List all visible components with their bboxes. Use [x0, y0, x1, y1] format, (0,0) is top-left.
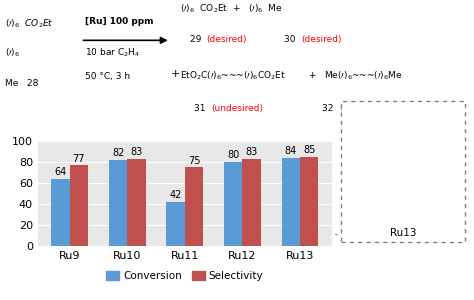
- Text: 50 °C, 3 h: 50 °C, 3 h: [85, 72, 130, 81]
- Text: 80: 80: [227, 150, 239, 161]
- Bar: [242, 159, 261, 246]
- Text: 84: 84: [285, 146, 297, 156]
- Text: 85: 85: [303, 145, 315, 155]
- Text: 82: 82: [112, 148, 124, 158]
- Text: (desired): (desired): [301, 34, 341, 43]
- Text: 31: 31: [194, 104, 209, 113]
- Text: 30: 30: [284, 34, 299, 43]
- Text: (undesired): (undesired): [211, 104, 263, 113]
- Text: [Ru] 100 ppm: [Ru] 100 ppm: [85, 17, 154, 26]
- Text: Me   28: Me 28: [5, 79, 38, 88]
- Text: $(\prime)_6$  CO$_2$Et  +   $(\prime)_6$  Me: $(\prime)_6$ CO$_2$Et + $(\prime)_6$ Me: [180, 3, 283, 15]
- Text: 42: 42: [170, 190, 182, 200]
- Bar: [166, 202, 185, 246]
- Text: 32: 32: [322, 104, 337, 113]
- Text: EtO$_2$C$(\prime)_6$~~~$(\prime)_6$CO$_2$Et: EtO$_2$C$(\prime)_6$~~~$(\prime)_6$CO$_2…: [180, 69, 286, 82]
- Bar: [185, 167, 203, 246]
- Text: +   Me$(\prime)_6$~~~$(\prime)_6$Me: + Me$(\prime)_6$~~~$(\prime)_6$Me: [308, 69, 403, 82]
- Bar: [128, 159, 146, 246]
- Legend: Conversion, Selectivity: Conversion, Selectivity: [102, 267, 268, 285]
- Text: $(\prime)_6$: $(\prime)_6$: [5, 46, 20, 59]
- Text: 83: 83: [246, 147, 258, 157]
- Text: 83: 83: [130, 147, 143, 157]
- Text: 77: 77: [73, 154, 85, 164]
- Text: 64: 64: [55, 167, 67, 177]
- Bar: [70, 165, 88, 246]
- Text: 10 bar C$_2$H$_4$: 10 bar C$_2$H$_4$: [85, 46, 141, 59]
- Bar: [300, 157, 319, 246]
- Text: Ru13: Ru13: [390, 229, 416, 238]
- Text: (desired): (desired): [206, 34, 246, 43]
- Bar: [51, 179, 70, 246]
- Text: 75: 75: [188, 156, 201, 166]
- Bar: [109, 160, 128, 246]
- Text: (undesired): (undesired): [339, 104, 391, 113]
- Bar: [224, 162, 242, 246]
- Text: 29: 29: [190, 34, 204, 43]
- Text: +: +: [171, 69, 180, 79]
- Text: $(\prime)_6$  CO$_2$Et: $(\prime)_6$ CO$_2$Et: [5, 17, 54, 30]
- Bar: [282, 158, 300, 246]
